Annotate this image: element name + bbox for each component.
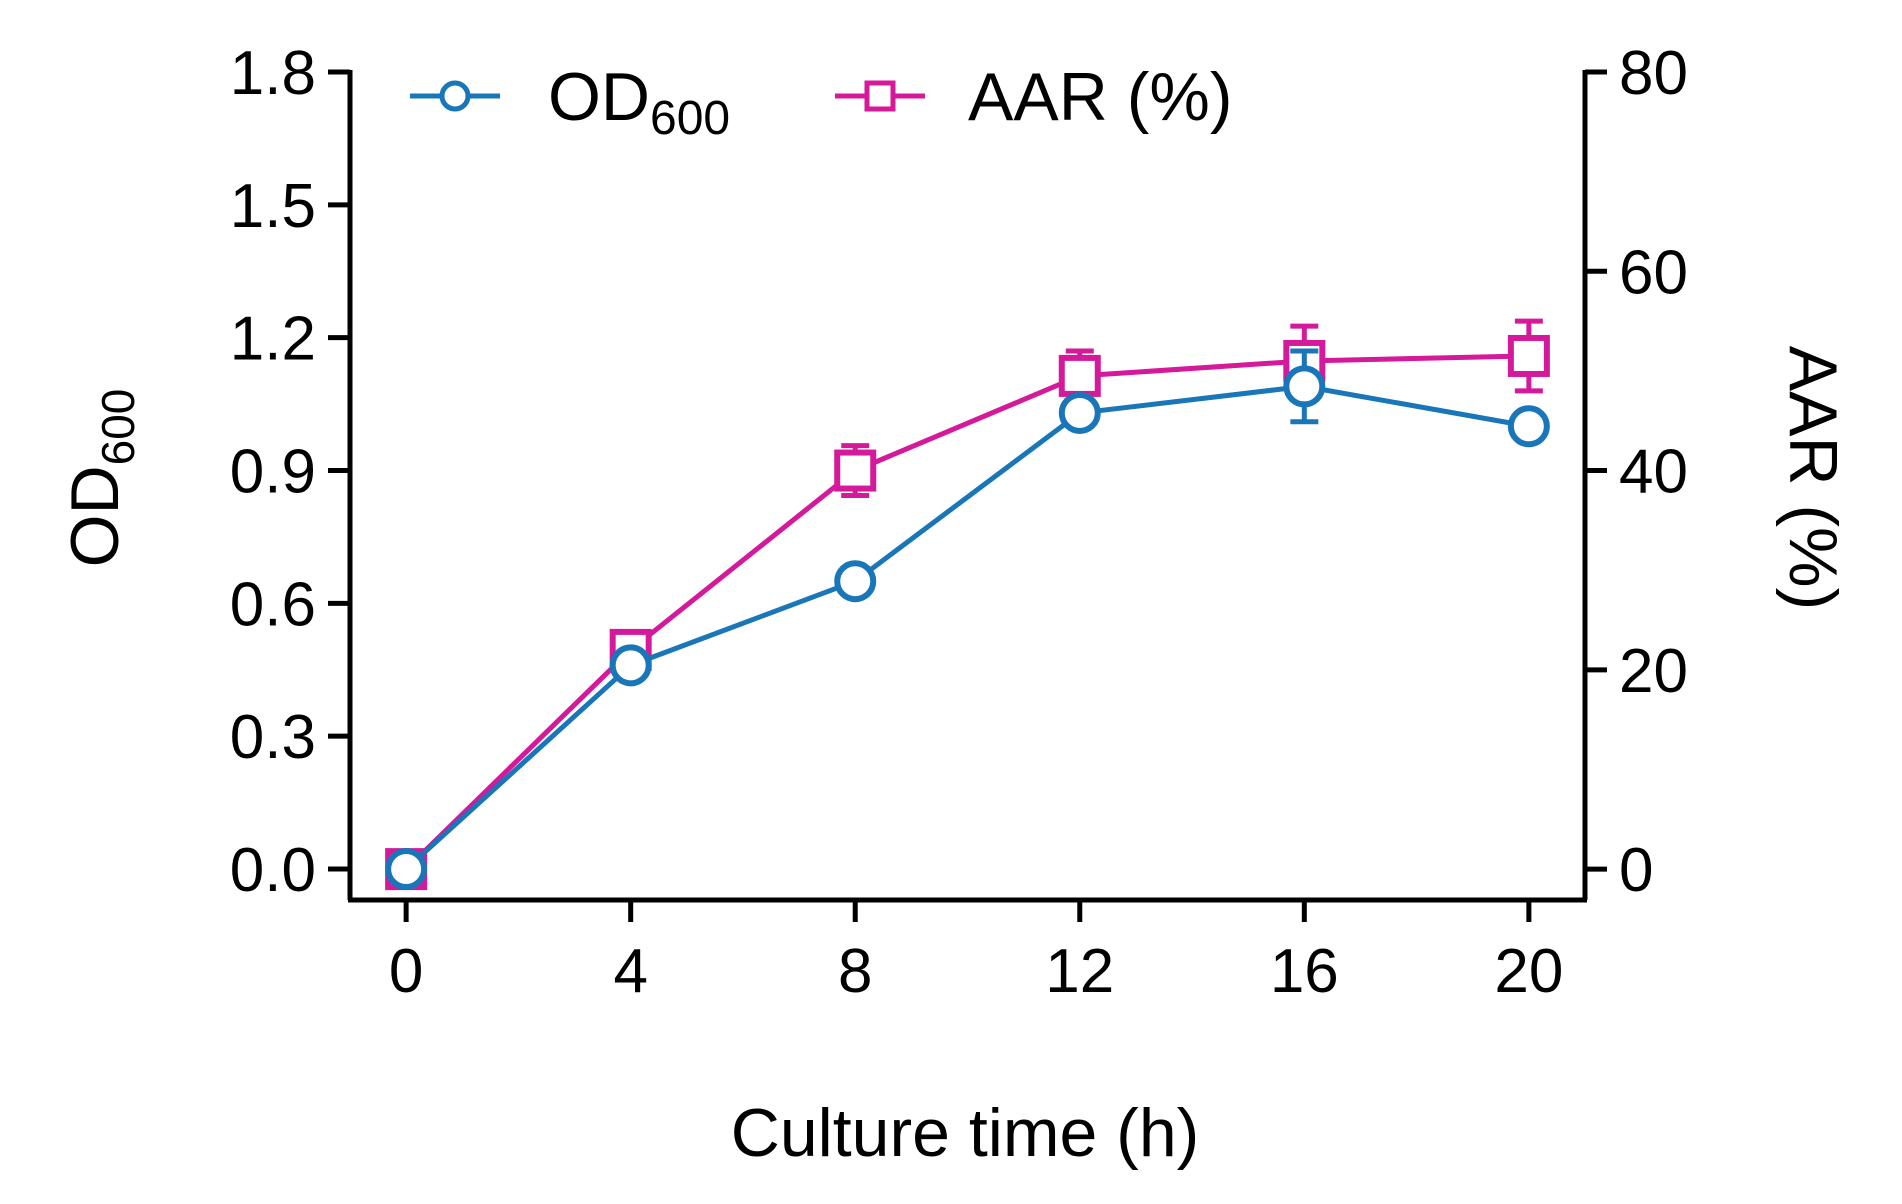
legend-od600-label-main: OD — [548, 59, 650, 135]
y-left-tick-label: 1.8 — [230, 39, 316, 108]
x-tick-label: 16 — [1270, 937, 1339, 1006]
y-right-tick-label: 60 — [1619, 238, 1688, 307]
y-left-tick-label: 0.0 — [230, 836, 316, 905]
x-tick-label: 20 — [1494, 937, 1563, 1006]
y-right-tick-label: 40 — [1619, 438, 1688, 507]
x-tick-label: 0 — [389, 937, 423, 1006]
series-od600-point — [1283, 365, 1326, 408]
x-tick-label: 8 — [838, 937, 872, 1006]
y-left-tick-label: 0.6 — [230, 570, 316, 639]
y-right-tick-label: 0 — [1619, 836, 1653, 905]
legend-od600-label: OD600 — [548, 59, 730, 145]
chart-marks — [385, 318, 1550, 891]
y-axis-right-title: AAR (%) — [1775, 346, 1851, 610]
series-aar-line — [404, 353, 1529, 871]
series-od600-point — [1507, 405, 1550, 448]
legend: OD600 AAR (%) — [410, 59, 1232, 145]
y-left-tick-label: 0.9 — [230, 438, 316, 507]
y-right-tick-label: 80 — [1619, 39, 1688, 108]
y-axis-left-title-main: OD — [57, 465, 133, 567]
series-od600-point — [834, 560, 877, 603]
x-axis-title: Culture time (h) — [731, 1095, 1200, 1171]
series-od600-point — [385, 848, 428, 891]
legend-od600-marker — [439, 80, 471, 112]
x-tick-label: 4 — [613, 937, 647, 1006]
series-od600-line — [404, 383, 1530, 871]
y-left-tick-label: 1.5 — [230, 172, 316, 241]
y-left-tick-label: 1.2 — [230, 305, 316, 374]
series-aar-point — [1507, 334, 1550, 377]
y-axis-left-title-sub: 600 — [92, 389, 144, 466]
series-aar-point — [834, 449, 877, 492]
series-aar-point — [1058, 354, 1101, 397]
series-od600-point — [1058, 391, 1101, 434]
axes: 0.0 0.3 0.6 0.9 1.2 1.5 1.8 0 20 40 60 80 0 4 8 12 16 20 — [230, 39, 1688, 1006]
legend-od600-label-sub: 600 — [650, 92, 730, 145]
legend-aar-label: AAR (%) — [968, 59, 1232, 135]
x-tick-label: 12 — [1045, 937, 1114, 1006]
series-aar — [385, 318, 1550, 891]
series-od600 — [385, 348, 1550, 891]
y-axis-left-title: OD600 — [57, 389, 144, 568]
y-left-tick-label: 0.3 — [230, 703, 316, 772]
legend-aar-marker — [864, 80, 896, 112]
y-right-tick-label: 20 — [1619, 637, 1688, 706]
series-od600-point — [609, 644, 652, 687]
